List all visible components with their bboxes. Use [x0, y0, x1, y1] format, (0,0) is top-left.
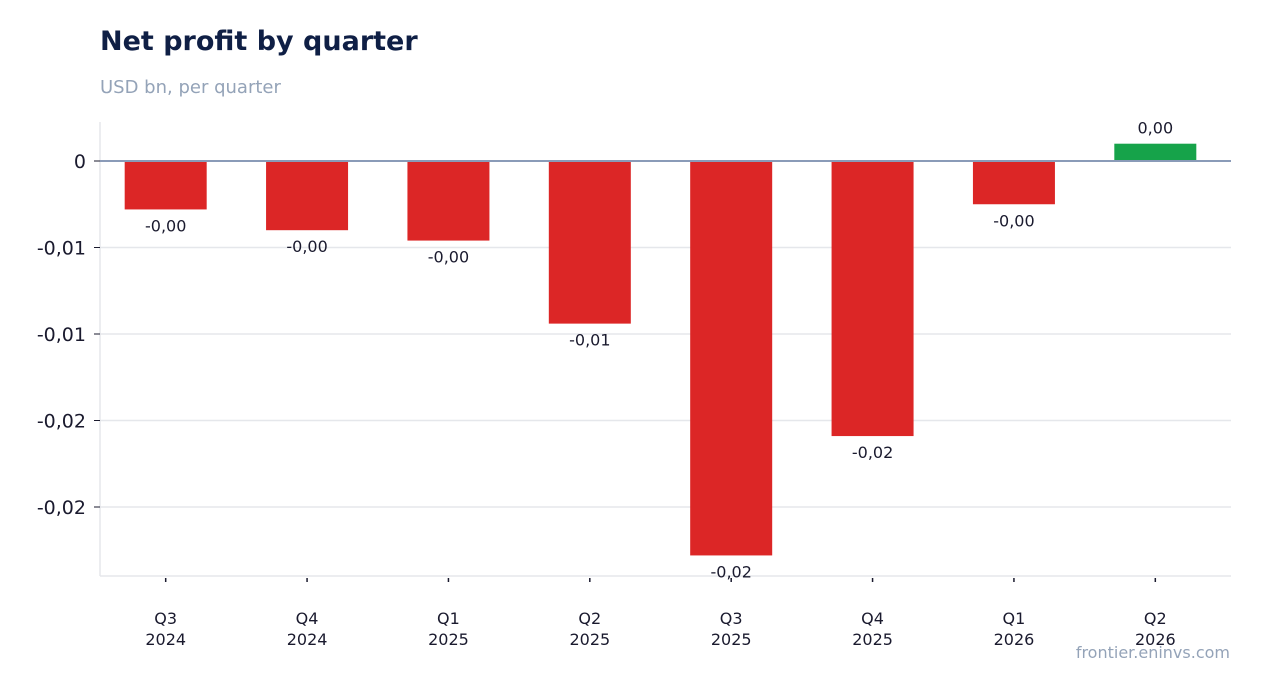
y-tick-label: 0 — [74, 151, 86, 173]
grid-layer — [100, 246, 1231, 508]
bar — [690, 161, 773, 556]
y-tick-label: -0,02 — [37, 411, 86, 433]
x-tick-label: 2024 — [287, 630, 328, 649]
chart-title: Net profit by quarter — [100, 26, 418, 57]
data-label: -0,00 — [428, 248, 469, 267]
data-label: -0,00 — [993, 211, 1034, 230]
bar — [266, 161, 349, 231]
data-label: -0,02 — [710, 562, 751, 581]
x-tick-label: 2025 — [428, 630, 469, 649]
bar — [548, 161, 631, 324]
x-tick-label: 2026 — [994, 630, 1035, 649]
x-tick-label: 2024 — [145, 630, 186, 649]
data-label: -0,01 — [569, 331, 610, 350]
x-tick-label: Q4 — [296, 609, 319, 628]
data-label: -0,02 — [852, 443, 893, 462]
x-tick-label: 2025 — [711, 630, 752, 649]
bar — [972, 161, 1055, 205]
source-credit: frontier.eninvs.com — [1075, 643, 1230, 662]
x-tick-label: Q1 — [437, 609, 460, 628]
axis-layer: 0 -0,01 -0,01 -0,02 -0,02 Q3 2024 Q4 2024 Q1 2025 Q… — [37, 122, 1231, 649]
bar — [831, 161, 914, 437]
bar — [407, 161, 490, 241]
x-tick-label: Q1 — [1003, 609, 1026, 628]
data-label: -0,00 — [145, 216, 186, 235]
x-tick-label: Q4 — [861, 609, 884, 628]
chart-subtitle: USD bn, per quarter — [100, 77, 281, 98]
bar-layer — [124, 143, 1197, 556]
data-label: 0,00 — [1138, 119, 1174, 138]
x-tick-label: Q3 — [154, 609, 177, 628]
x-tick-label: Q2 — [1144, 609, 1167, 628]
x-tick-label: 2025 — [852, 630, 893, 649]
y-tick-label: -0,01 — [37, 238, 86, 260]
label-layer: -0,00 -0,00 -0,00 -0,01 -0,02 -0,02 -0,00 0,00 — [145, 119, 1173, 582]
x-tick-label: Q3 — [720, 609, 743, 628]
x-tick-label: Q2 — [578, 609, 601, 628]
x-tick-label: 2026 — [1135, 630, 1176, 649]
y-tick-label: -0,01 — [37, 324, 86, 346]
x-tick-label: 2025 — [569, 630, 610, 649]
y-tick-label: -0,02 — [37, 497, 86, 519]
bar — [1114, 143, 1197, 161]
bar — [124, 161, 207, 210]
data-label: -0,00 — [286, 237, 327, 256]
